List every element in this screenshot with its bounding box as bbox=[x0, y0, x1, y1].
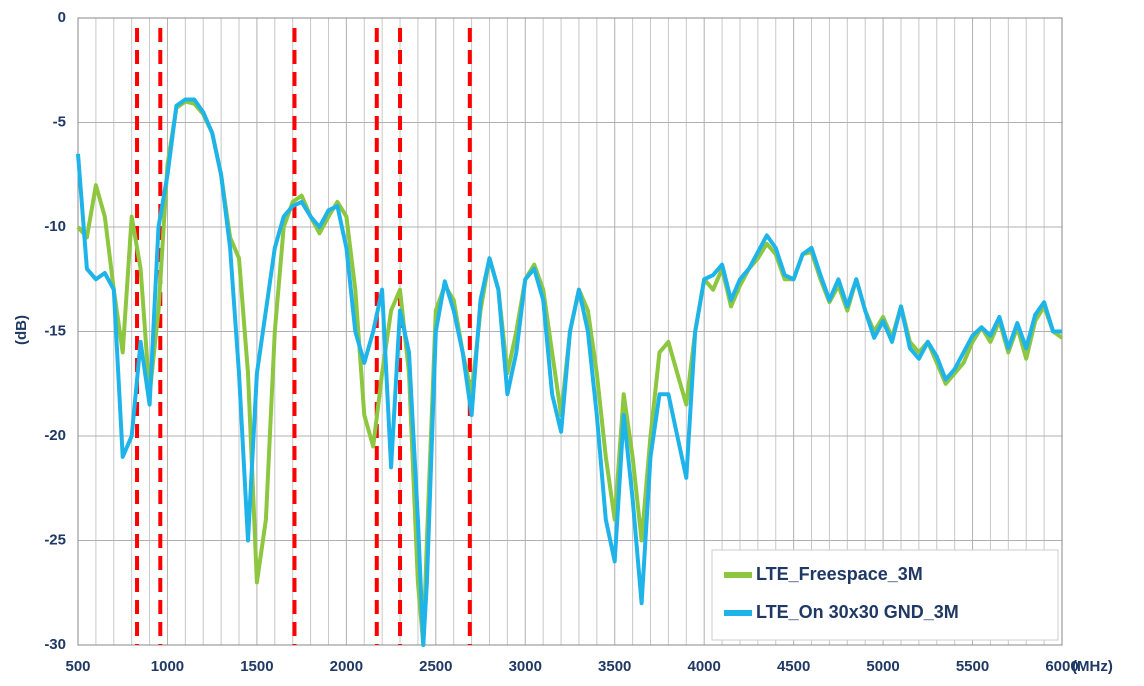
legend-label: LTE_Freespace_3M bbox=[756, 564, 923, 584]
x-tick-label: 2000 bbox=[330, 658, 363, 675]
x-tick-label: 3500 bbox=[598, 658, 631, 675]
y-tick-label: 0 bbox=[58, 9, 66, 26]
legend-box bbox=[711, 549, 1059, 641]
x-tick-label: 3000 bbox=[509, 658, 542, 675]
x-tick-label: 500 bbox=[65, 658, 90, 675]
x-tick-label: 6000 bbox=[1045, 658, 1078, 675]
x-tick-label: 1500 bbox=[240, 658, 273, 675]
series-line bbox=[76, 97, 1062, 647]
x-tick-label: 1000 bbox=[151, 658, 184, 675]
x-tick-label: 4000 bbox=[687, 658, 720, 675]
x-tick-label: 5000 bbox=[866, 658, 899, 675]
y-tick-label: -10 bbox=[44, 218, 66, 235]
x-axis-label: (MHz) bbox=[1072, 658, 1113, 675]
x-tick-label: 2500 bbox=[419, 658, 452, 675]
x-tick-label: 5500 bbox=[956, 658, 989, 675]
y-tick-label: -15 bbox=[44, 322, 66, 339]
x-tick-label: 4500 bbox=[777, 658, 810, 675]
legend-label: LTE_On 30x30 GND_3M bbox=[756, 602, 959, 622]
y-tick-label: -5 bbox=[53, 113, 66, 130]
y-tick-label: -20 bbox=[44, 427, 66, 444]
y-axis-label: (dB) bbox=[13, 315, 30, 345]
y-tick-label: -30 bbox=[44, 636, 66, 653]
y-tick-label: -25 bbox=[44, 531, 66, 548]
